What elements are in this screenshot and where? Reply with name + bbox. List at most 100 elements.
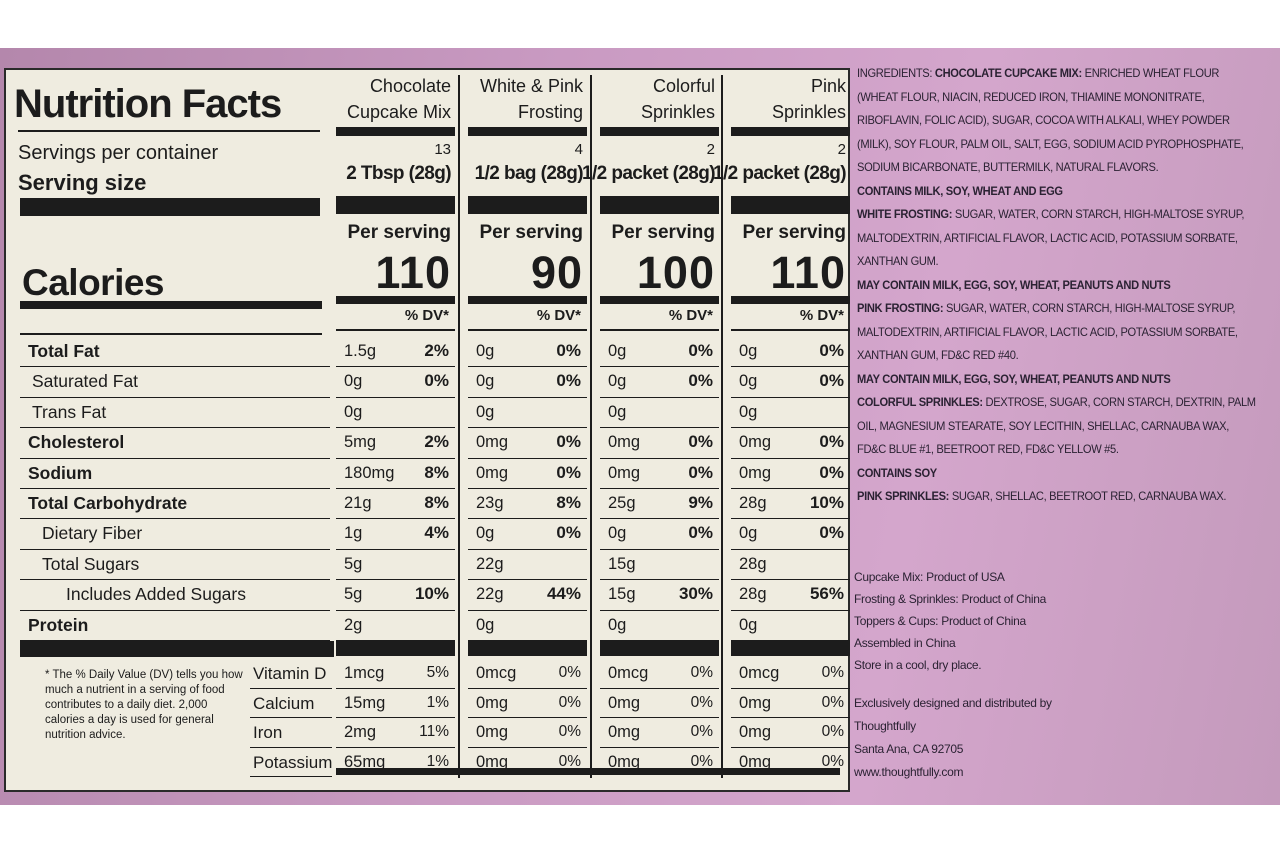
per-serving: Per serving <box>479 222 584 243</box>
ingredient-entry: PINK SPRINKLES: SUGAR, SHELLAC, BEETROOT… <box>857 485 1258 509</box>
row-rule <box>250 687 332 689</box>
origin-line: Store in a cool, dry place. <box>854 658 982 672</box>
column-thick-bar <box>600 196 719 214</box>
nutrient-name: Includes Added Sugars <box>66 584 246 605</box>
daily-value: 10% <box>414 584 449 604</box>
row-rule <box>336 746 455 748</box>
per-serving: Per serving <box>347 222 452 243</box>
amount: 0mg <box>608 723 641 742</box>
nutrition-label: Nutrition Facts Servings per container Ser… <box>4 68 850 792</box>
amount: 28g <box>739 585 767 604</box>
amount: 15g <box>608 585 636 604</box>
thick-bar <box>20 198 320 216</box>
row-rule <box>600 640 719 641</box>
amount: 5g <box>344 554 363 573</box>
amount: 28g <box>739 554 767 573</box>
row-rule <box>336 518 455 520</box>
row-rule <box>20 579 330 581</box>
ingredient-heading: WHITE FROSTING: <box>857 208 953 221</box>
daily-value: 8% <box>424 493 449 512</box>
amount: 0g <box>476 342 495 360</box>
row-rule <box>731 746 850 748</box>
amount: 0mcg <box>476 664 517 682</box>
column-thick-bar <box>731 641 850 656</box>
servings: 13 <box>434 141 451 158</box>
row-rule <box>731 457 850 459</box>
row-rule <box>20 548 330 550</box>
amount: 1mcg <box>344 664 385 682</box>
row-rule <box>600 457 719 459</box>
column-name: Frosting <box>517 102 583 122</box>
vitamin-name: Potassium <box>253 752 333 772</box>
column-thick-bar <box>731 196 850 214</box>
row-rule <box>336 579 455 581</box>
nutrient-name: Total Fat <box>28 341 100 361</box>
ingredient-heading: PINK SPRINKLES: <box>857 490 950 503</box>
amount: 28g <box>739 494 767 512</box>
daily-value: 0% <box>688 462 713 482</box>
distributor-line: Santa Ana, CA 92705 <box>854 742 964 756</box>
amount: 0g <box>739 372 758 391</box>
nutrient-rule <box>20 333 322 335</box>
column-name: Chocolate <box>369 76 451 96</box>
column-separator <box>458 75 460 778</box>
amount: 0mg <box>476 693 509 712</box>
servings: 2 <box>837 141 846 158</box>
amount: 180mg <box>344 463 395 482</box>
daily-value: 0% <box>556 462 581 482</box>
ingredient-heading: COLORFUL SPRINKLES: <box>857 396 983 409</box>
footnote: * The % Daily Value (DV) tells you how m… <box>45 669 243 741</box>
dv-rule <box>731 329 850 331</box>
daily-value: 2% <box>424 341 449 360</box>
amount: 25g <box>608 494 636 512</box>
daily-value: 0% <box>819 432 844 452</box>
daily-value: 8% <box>424 462 449 482</box>
row-rule <box>336 366 455 368</box>
daily-value: 0% <box>821 693 844 711</box>
amount: 0g <box>476 615 495 634</box>
dv-rule <box>336 329 455 331</box>
nutrient-name: Trans Fat <box>32 401 107 422</box>
amount: 0mg <box>608 463 641 482</box>
calories-rule <box>468 296 587 304</box>
row-rule <box>468 488 587 489</box>
amount: 0mcg <box>739 664 780 682</box>
bottom-bar <box>336 768 840 775</box>
row-rule <box>468 579 587 581</box>
row-rule <box>250 717 332 719</box>
calories-bar <box>20 301 322 309</box>
ingredient-entry: PINK FROSTING: SUGAR, WATER, CORN STARCH… <box>857 297 1258 368</box>
row-rule <box>20 518 330 520</box>
row-rule <box>336 396 455 398</box>
amount: 0mg <box>476 463 509 482</box>
amount: 1.5g <box>344 342 377 360</box>
row-rule <box>731 717 850 719</box>
calories-rule <box>336 296 455 304</box>
ingredient-heading: MAY CONTAIN MILK, EGG, SOY, WHEAT, PEANU… <box>857 278 1171 292</box>
ingredient-heading: MAY CONTAIN MILK, EGG, SOY, WHEAT, PEANU… <box>857 372 1171 386</box>
row-rule <box>336 457 455 459</box>
daily-value: 10% <box>809 493 844 512</box>
calories-rule <box>600 296 719 304</box>
amount: 15g <box>608 554 636 573</box>
row-rule <box>20 640 330 641</box>
row-rule <box>600 548 719 550</box>
per-serving: Per serving <box>742 222 847 243</box>
amount: 22g <box>476 554 504 573</box>
row-rule <box>336 687 455 689</box>
daily-value: 0% <box>688 341 713 360</box>
daily-value: 11% <box>419 723 449 741</box>
amount: 2mg <box>344 723 377 742</box>
row-rule <box>336 717 455 719</box>
daily-value: 5% <box>426 664 449 681</box>
amount: 0mg <box>608 693 641 712</box>
column-thick-bar <box>468 196 587 214</box>
amount: 0g <box>739 524 758 543</box>
daily-value: 0% <box>558 664 581 681</box>
amount: 0mg <box>476 723 509 742</box>
serving-size: 1/2 packet (28g) <box>713 163 847 184</box>
amount: 0mg <box>739 752 772 771</box>
calories-rule <box>731 296 850 304</box>
amount: 0mcg <box>608 664 649 682</box>
